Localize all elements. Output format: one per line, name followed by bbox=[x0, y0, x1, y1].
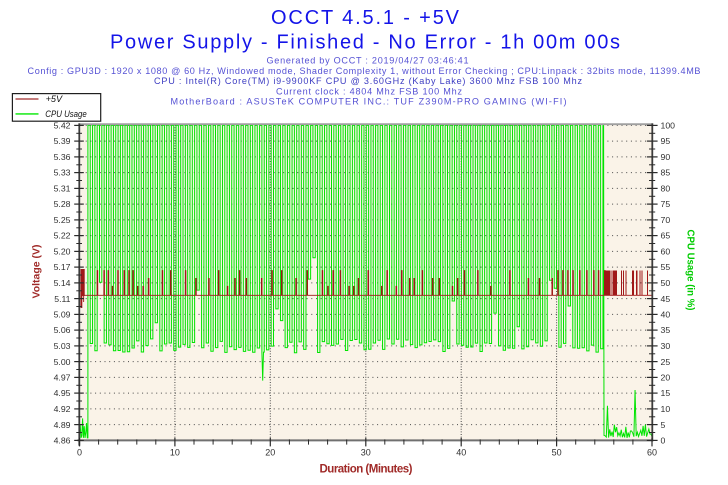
svg-text:5.14: 5.14 bbox=[54, 278, 71, 288]
svg-text:5: 5 bbox=[661, 420, 666, 430]
svg-text:5.17: 5.17 bbox=[54, 262, 71, 272]
svg-text:5.33: 5.33 bbox=[54, 168, 71, 178]
svg-text:OCCT 4.5.1 - +5V: OCCT 4.5.1 - +5V bbox=[271, 7, 460, 29]
svg-text:30: 30 bbox=[661, 341, 671, 351]
svg-text:5.00: 5.00 bbox=[54, 357, 71, 367]
svg-text:10: 10 bbox=[170, 448, 180, 458]
svg-text:75: 75 bbox=[661, 199, 671, 209]
svg-text:85: 85 bbox=[661, 168, 671, 178]
svg-text:40: 40 bbox=[456, 448, 466, 458]
svg-text:CPU Usage: CPU Usage bbox=[45, 109, 87, 120]
svg-text:MotherBoard : ASUSTeK COMPUTER: MotherBoard : ASUSTeK COMPUTER INC.: TUF… bbox=[171, 97, 567, 107]
svg-text:35: 35 bbox=[661, 325, 671, 335]
svg-text:60: 60 bbox=[661, 247, 671, 257]
svg-text:25: 25 bbox=[661, 357, 671, 367]
svg-text:70: 70 bbox=[661, 215, 671, 225]
svg-text:Duration (Minutes): Duration (Minutes) bbox=[320, 464, 413, 476]
svg-text:Current clock : 4804 Mhz FSB 1: Current clock : 4804 Mhz FSB 100 Mhz bbox=[276, 86, 462, 96]
svg-text:100: 100 bbox=[661, 121, 676, 131]
svg-text:Power Supply - Finished - No E: Power Supply - Finished - No Error - 1h … bbox=[110, 32, 620, 54]
svg-text:4.86: 4.86 bbox=[54, 436, 71, 446]
svg-text:4.89: 4.89 bbox=[54, 420, 71, 430]
svg-text:CPU : Intel(R) Core(TM) i9-990: CPU : Intel(R) Core(TM) i9-9900KF CPU @ … bbox=[154, 76, 582, 86]
svg-text:10: 10 bbox=[661, 404, 671, 414]
svg-text:55: 55 bbox=[661, 262, 671, 272]
svg-text:90: 90 bbox=[661, 152, 671, 162]
svg-text:60: 60 bbox=[647, 448, 657, 458]
svg-text:Voltage (V): Voltage (V) bbox=[32, 245, 43, 299]
svg-text:20: 20 bbox=[265, 448, 275, 458]
svg-text:5.22: 5.22 bbox=[54, 231, 71, 241]
svg-text:45: 45 bbox=[661, 294, 671, 304]
svg-text:80: 80 bbox=[661, 184, 671, 194]
svg-text:5.28: 5.28 bbox=[54, 199, 71, 209]
svg-text:5.11: 5.11 bbox=[54, 294, 70, 304]
svg-text:5.03: 5.03 bbox=[54, 341, 71, 351]
svg-text:15: 15 bbox=[661, 388, 671, 398]
svg-text:40: 40 bbox=[661, 310, 671, 320]
svg-text:5.31: 5.31 bbox=[54, 184, 71, 194]
svg-text:Generated by OCCT : 2019/04/27: Generated by OCCT : 2019/04/27 03:46:41 bbox=[267, 56, 469, 66]
svg-text:4.92: 4.92 bbox=[54, 404, 71, 414]
svg-text:5.42: 5.42 bbox=[54, 121, 71, 131]
svg-text:5.20: 5.20 bbox=[54, 247, 71, 257]
svg-text:0: 0 bbox=[77, 448, 82, 458]
svg-text:5.36: 5.36 bbox=[54, 152, 71, 162]
svg-text:Config : GPU3D : 1920 x 1080 @: Config : GPU3D : 1920 x 1080 @ 60 Hz, Wi… bbox=[28, 66, 701, 76]
svg-text:4.97: 4.97 bbox=[54, 373, 71, 383]
svg-text:+5V: +5V bbox=[46, 94, 64, 105]
svg-text:50: 50 bbox=[552, 448, 562, 458]
svg-text:5.06: 5.06 bbox=[54, 325, 71, 335]
svg-text:5.09: 5.09 bbox=[54, 310, 71, 320]
svg-text:65: 65 bbox=[661, 231, 671, 241]
svg-text:20: 20 bbox=[661, 373, 671, 383]
svg-text:4.95: 4.95 bbox=[54, 388, 71, 398]
svg-text:50: 50 bbox=[661, 278, 671, 288]
svg-text:5.25: 5.25 bbox=[54, 215, 71, 225]
svg-text:CPU Usage (in %): CPU Usage (in %) bbox=[685, 230, 696, 311]
svg-text:95: 95 bbox=[661, 136, 671, 146]
svg-text:0: 0 bbox=[661, 436, 666, 446]
svg-text:5.39: 5.39 bbox=[54, 136, 71, 146]
svg-text:30: 30 bbox=[361, 448, 371, 458]
